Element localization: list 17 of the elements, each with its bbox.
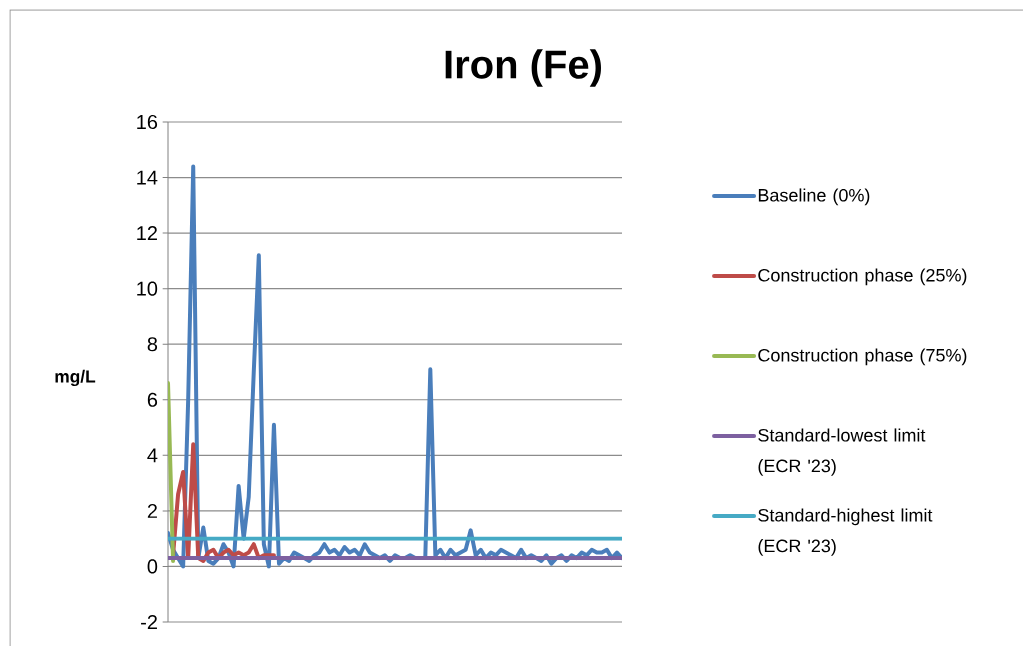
- y-tick-label: 10: [137, 281, 158, 296]
- legend-label: Construction phase (75%): [758, 348, 967, 366]
- legend-label: Baseline (0%): [758, 188, 870, 206]
- y-tick-label: 12: [137, 226, 157, 241]
- y-tick-label: 4: [147, 448, 158, 463]
- y-axis-title: mg/L: [55, 369, 96, 387]
- legend-label: Standard-lowest limit (ECR '23): [758, 428, 926, 476]
- y-tick-label: -2: [141, 615, 157, 629]
- legend-label: Construction phase (25%): [758, 268, 967, 286]
- y-tick-label: 8: [147, 337, 158, 352]
- y-tick-label: 6: [147, 392, 158, 407]
- y-tick-label: 14: [137, 170, 158, 185]
- y-tick-label: 0: [147, 559, 158, 574]
- legend-label: Standard-highest limit (ECR '23): [758, 508, 933, 556]
- y-tick-label: 16: [137, 114, 158, 130]
- y-tick-label: 2: [147, 503, 157, 518]
- chart-title: Iron (Fe): [445, 49, 601, 87]
